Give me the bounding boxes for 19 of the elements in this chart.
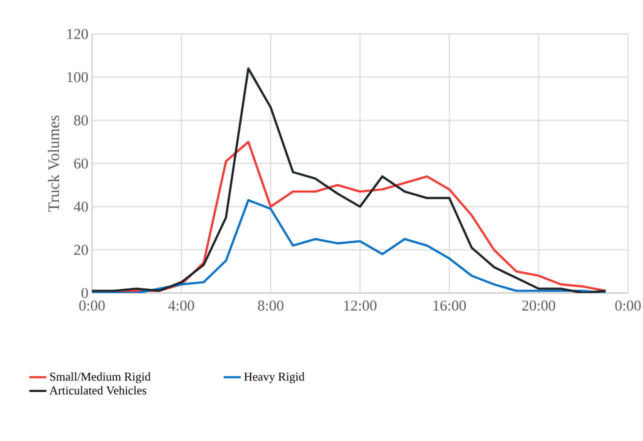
legend-label: Small/Medium Rigid (50, 372, 151, 384)
y-tick-label: 80 (74, 115, 88, 126)
y-tick-label: 100 (67, 72, 88, 82)
y-tick-label: 40 (74, 202, 88, 212)
y-tick-label: 20 (74, 244, 88, 255)
x-tick-label: 0:00 (615, 300, 641, 311)
x-tick-label: 20:00 (522, 300, 556, 311)
y-axis-title: Truck Volumes (48, 116, 60, 212)
line-series (92, 67, 607, 293)
y-tick-label: 120 (67, 28, 88, 40)
legend-label: Articulated Vehicles (49, 386, 146, 395)
x-tick-label: 8:00 (258, 300, 284, 311)
x-tick-label: 16:00 (434, 300, 466, 311)
x-tick-label: 0:00 (79, 300, 105, 311)
y-tick-label: 0 (82, 288, 88, 298)
y-tick-label: 60 (74, 158, 88, 169)
x-tick-label: 12:00 (344, 300, 376, 311)
legend-label: Heavy Rigid (244, 372, 304, 384)
x-tick-label: 4:00 (168, 300, 194, 311)
